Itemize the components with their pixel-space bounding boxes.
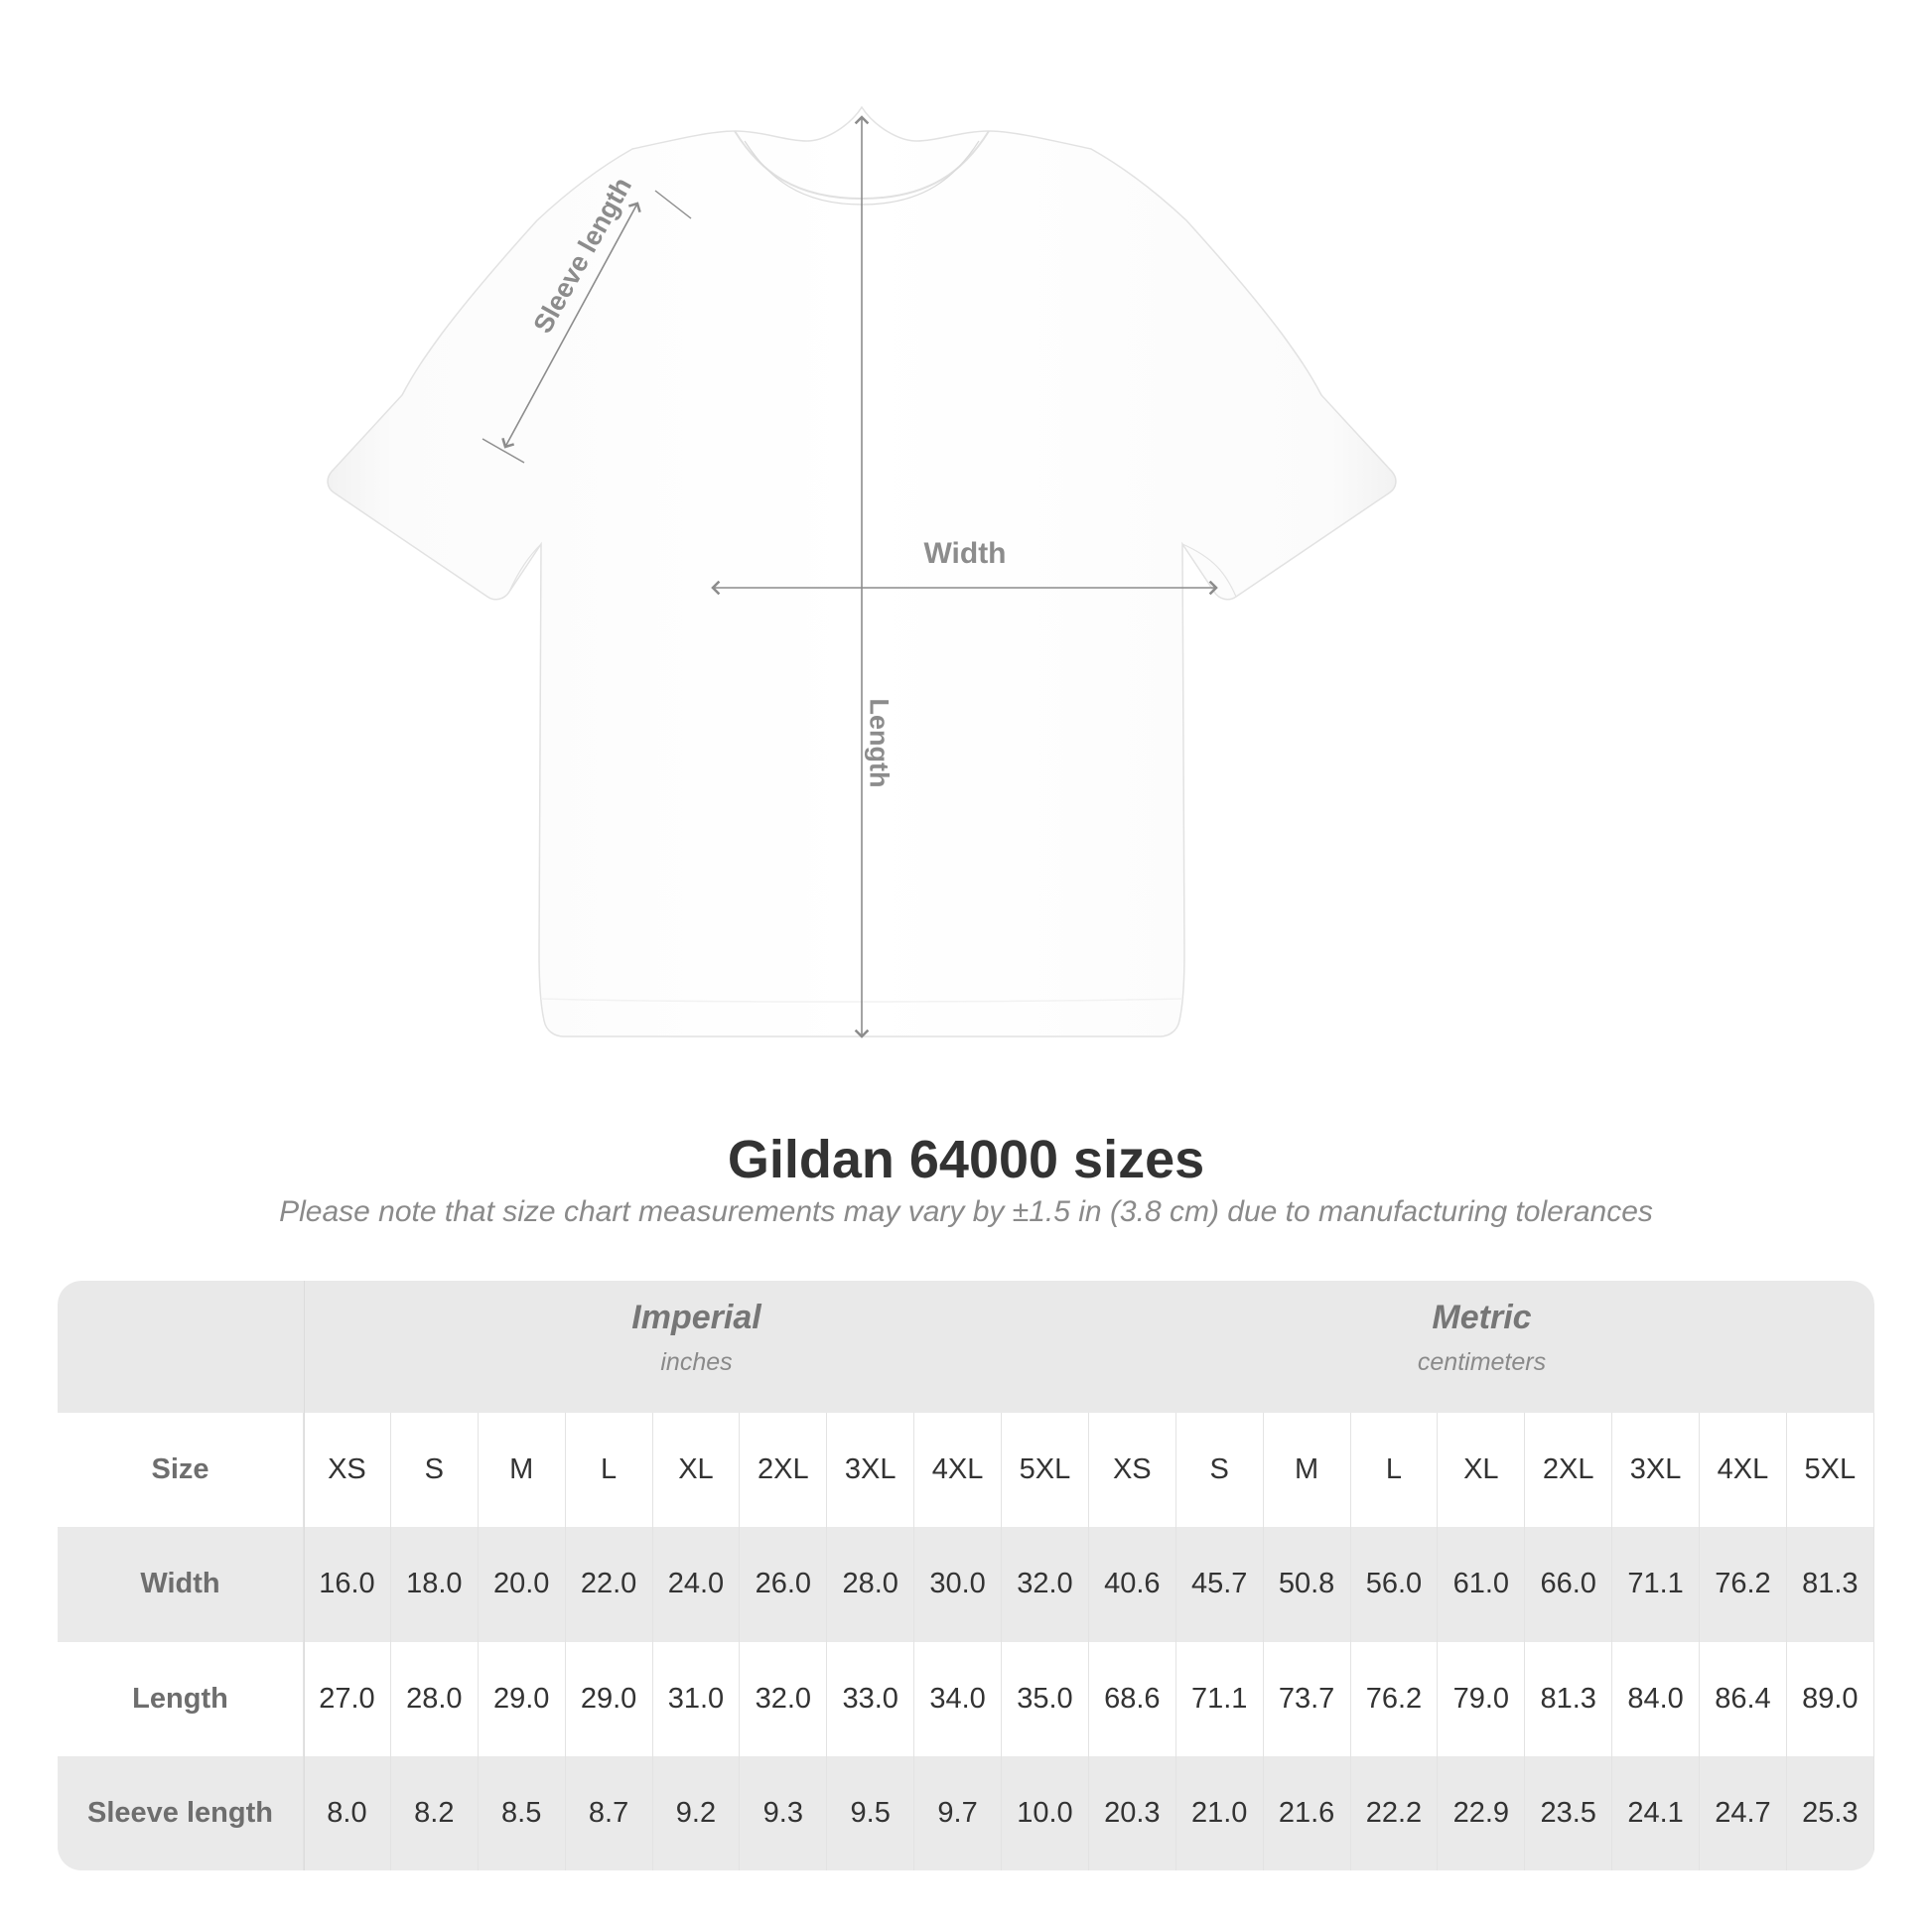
svg-text:Width: Width [923, 537, 1006, 570]
